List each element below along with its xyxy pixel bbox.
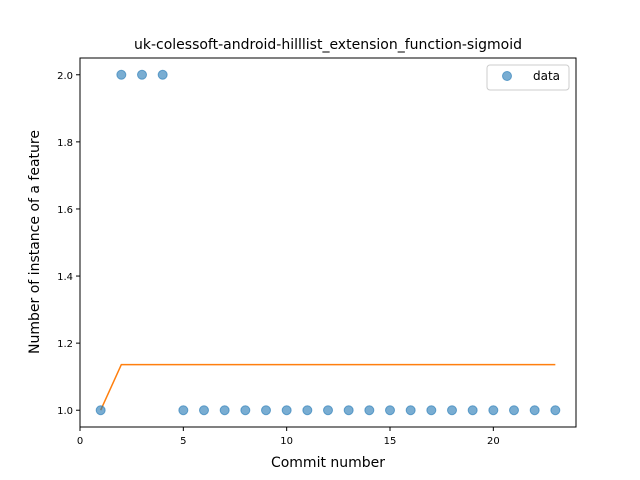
data-point	[95, 405, 106, 416]
y-tick-label: 2.0	[57, 71, 73, 82]
data-point	[199, 405, 209, 416]
legend-marker-data	[502, 71, 512, 81]
data-point	[323, 405, 333, 416]
x-tick-label: 20	[487, 436, 500, 447]
y-tick-label: 1.0	[57, 406, 73, 417]
data-point	[261, 405, 271, 416]
data-point	[529, 405, 540, 416]
x-tick-label: 0	[77, 436, 83, 447]
data-point	[405, 405, 416, 416]
x-axis-ticks: 0 5 10 15 20	[77, 427, 500, 447]
data-point	[467, 405, 478, 416]
data-point	[240, 405, 251, 416]
fit-line	[99, 363, 556, 411]
data-point	[157, 69, 168, 80]
plot-frame	[79, 57, 577, 428]
data-point	[426, 405, 437, 416]
plot-area	[95, 69, 561, 416]
data-point	[447, 405, 457, 416]
data-point	[488, 405, 499, 416]
data-point	[385, 405, 395, 416]
data-point	[116, 69, 127, 80]
data-point	[302, 405, 313, 416]
data-point	[137, 69, 147, 80]
legend-label-data: data	[533, 69, 560, 83]
y-axis-label: Number of instance of a feature	[27, 130, 43, 354]
x-tick-label: 10	[280, 436, 293, 447]
data-point	[364, 405, 375, 416]
data-point	[550, 405, 561, 416]
y-tick-label: 1.6	[57, 205, 73, 216]
data-point	[281, 405, 292, 416]
data-point	[509, 405, 519, 416]
x-axis-label: Commit number	[271, 455, 385, 471]
data-point	[219, 405, 230, 416]
data-point	[178, 405, 189, 416]
x-tick-label: 15	[384, 436, 397, 447]
y-tick-label: 1.2	[57, 339, 73, 350]
y-tick-label: 1.4	[57, 272, 73, 283]
x-tick-label: 5	[180, 436, 186, 447]
data-point	[343, 405, 354, 416]
legend: data	[486, 64, 570, 91]
y-tick-label: 1.8	[57, 138, 73, 149]
y-axis-ticks: 1.0 1.2 1.4 1.6 1.8 2.0	[57, 71, 80, 417]
chart-title: uk-colessoft-android-hilllist_extension_…	[134, 37, 522, 53]
